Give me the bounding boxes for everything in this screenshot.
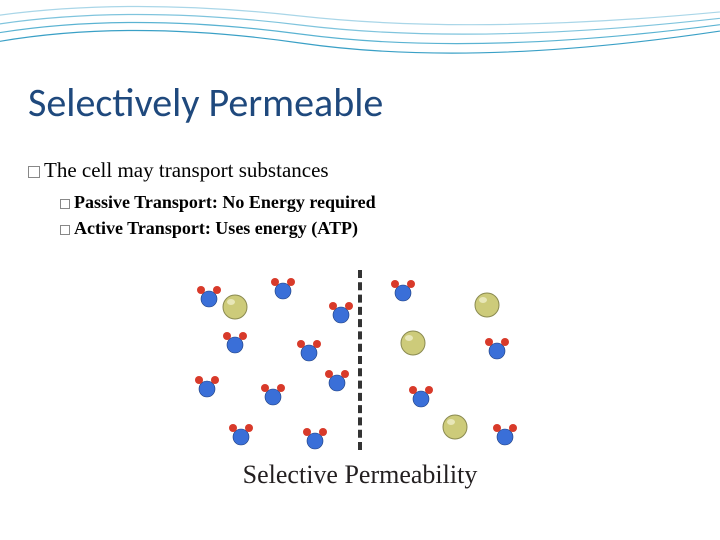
bullet-sub-1: Active Transport: Uses energy (ATP) — [60, 218, 358, 239]
water-molecule — [195, 376, 219, 397]
solute-molecule — [443, 415, 467, 439]
molecules-layer — [180, 270, 540, 450]
diagram-caption: Selective Permeability — [180, 460, 540, 490]
bullet-sub-text: Active Transport: Uses energy (ATP) — [74, 218, 358, 238]
water-molecule — [485, 338, 509, 359]
water-molecule — [297, 340, 321, 361]
bullet-marker-icon — [28, 166, 40, 178]
water-molecule — [303, 428, 327, 449]
bullet-sub-0: Passive Transport: No Energy required — [60, 192, 376, 213]
bullet-marker-icon — [60, 199, 70, 209]
solute-molecule — [475, 293, 499, 317]
solute-molecule — [401, 331, 425, 355]
bullet-main-text: The cell may transport substances — [44, 158, 329, 182]
water-molecule — [229, 424, 253, 445]
water-molecule — [223, 332, 247, 353]
bullet-sub-text: Passive Transport: No Energy required — [74, 192, 376, 212]
water-molecule — [325, 370, 349, 391]
water-molecule — [261, 384, 285, 405]
water-molecule — [391, 280, 415, 301]
water-molecule — [197, 286, 221, 307]
solute-molecule — [223, 295, 247, 319]
bullet-main: The cell may transport substances — [28, 158, 329, 183]
wave-decoration — [0, 0, 720, 70]
water-molecule — [493, 424, 517, 445]
water-molecule — [271, 278, 295, 299]
slide-title: Selectively Permeable — [28, 78, 383, 127]
bullet-marker-icon — [60, 225, 70, 235]
permeability-diagram: Selective Permeability — [180, 270, 540, 510]
water-molecule — [409, 386, 433, 407]
water-molecule — [329, 302, 353, 323]
